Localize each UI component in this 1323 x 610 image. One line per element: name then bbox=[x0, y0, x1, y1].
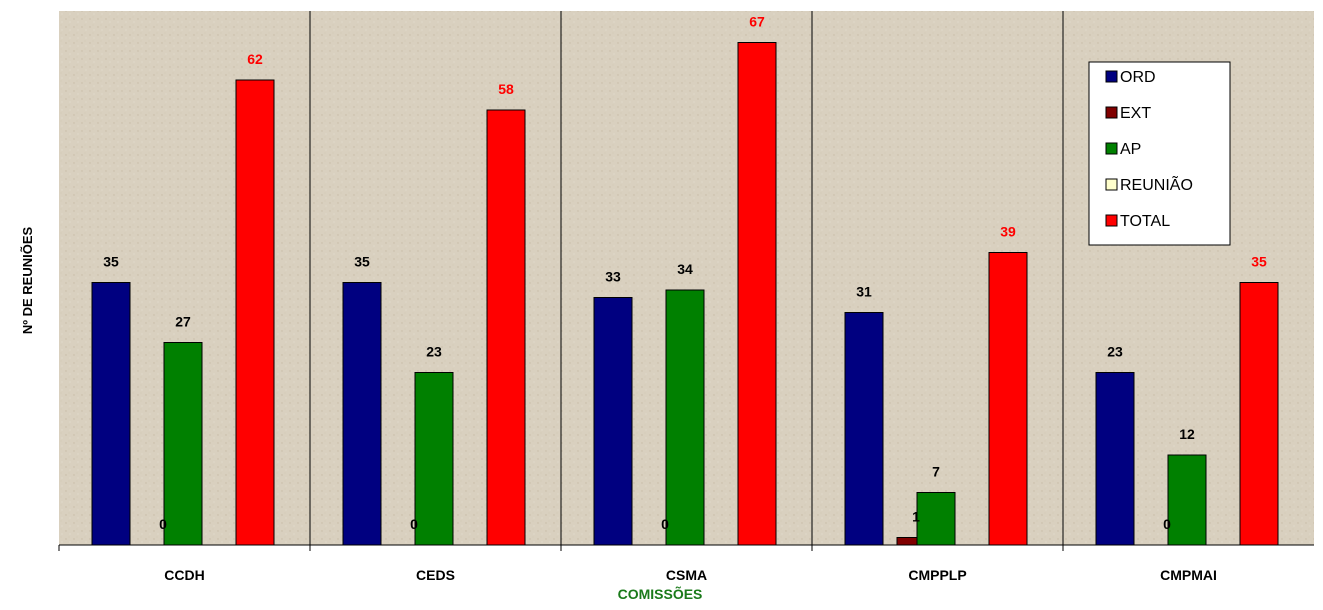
bar-ord-csma bbox=[594, 298, 632, 546]
x-tick-label: CMPMAI bbox=[1160, 567, 1217, 583]
y-axis-title: Nº DE REUNIÕES bbox=[21, 226, 36, 333]
bar-ord-cmpmai bbox=[1096, 373, 1134, 546]
bar-total-ccdh bbox=[236, 80, 274, 545]
data-label: 27 bbox=[175, 314, 191, 330]
data-label: 35 bbox=[354, 254, 370, 270]
data-label: 23 bbox=[426, 344, 442, 360]
bar-total-cmpplp bbox=[989, 253, 1027, 546]
data-label: 0 bbox=[661, 516, 669, 532]
bar-ap-cmpmai bbox=[1168, 455, 1206, 545]
x-tick-labels: CCDH CEDS CSMA CMPPLP CMPMAI bbox=[164, 567, 1217, 583]
data-label: 33 bbox=[605, 269, 621, 285]
data-label: 39 bbox=[1000, 224, 1016, 240]
data-label: 7 bbox=[932, 464, 940, 480]
data-label: 1 bbox=[912, 509, 920, 525]
legend-label: ORD bbox=[1120, 69, 1156, 86]
data-label: 34 bbox=[677, 261, 693, 277]
data-label: 62 bbox=[247, 51, 263, 67]
bar-total-csma bbox=[738, 43, 776, 546]
y-axis-title-wrap: Nº DE REUNIÕES bbox=[8, 180, 48, 380]
data-label: 67 bbox=[749, 14, 765, 30]
data-label: 12 bbox=[1179, 426, 1195, 442]
bar-ord-ccdh bbox=[92, 283, 130, 546]
legend-swatch bbox=[1106, 107, 1117, 118]
data-label: 0 bbox=[410, 516, 418, 532]
bar-total-ceds bbox=[487, 110, 525, 545]
legend-label: TOTAL bbox=[1120, 213, 1170, 230]
x-tick-label: CMPPLP bbox=[908, 567, 966, 583]
bar-ap-csma bbox=[666, 290, 704, 545]
data-label: 0 bbox=[1163, 516, 1171, 532]
legend-label: REUNIÃO bbox=[1120, 174, 1193, 194]
data-label: 23 bbox=[1107, 344, 1123, 360]
bar-ap-cmpplp bbox=[917, 493, 955, 546]
x-axis-title: COMISSÕES bbox=[560, 586, 760, 602]
x-tick-label: CCDH bbox=[164, 567, 204, 583]
data-label: 35 bbox=[103, 254, 119, 270]
legend-swatch bbox=[1106, 179, 1117, 190]
legend-swatch bbox=[1106, 215, 1117, 226]
legend-swatch bbox=[1106, 143, 1117, 154]
bar-ord-cmpplp bbox=[845, 313, 883, 546]
x-tick-label: CEDS bbox=[416, 567, 455, 583]
legend-label: AP bbox=[1120, 141, 1141, 158]
bar-ap-ccdh bbox=[164, 343, 202, 546]
data-label: 35 bbox=[1251, 254, 1267, 270]
data-label: 31 bbox=[856, 284, 872, 300]
legend: ORD EXT AP REUNIÃO TOTAL bbox=[1089, 62, 1230, 245]
x-tick-label: CSMA bbox=[666, 567, 707, 583]
data-label: 58 bbox=[498, 81, 514, 97]
legend-label: EXT bbox=[1120, 105, 1151, 122]
data-label: 0 bbox=[159, 516, 167, 532]
bar-total-cmpmai bbox=[1240, 283, 1278, 546]
bar-ap-ceds bbox=[415, 373, 453, 546]
bar-ord-ceds bbox=[343, 283, 381, 546]
legend-swatch bbox=[1106, 71, 1117, 82]
